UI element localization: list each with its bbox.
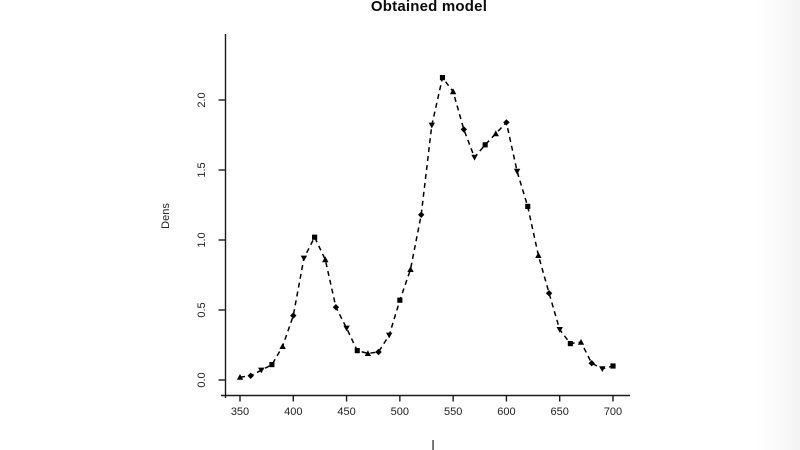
data-point-marker — [354, 348, 360, 354]
data-point-marker — [482, 142, 488, 148]
data-point-marker — [439, 75, 445, 81]
y-tick-label: 0.5 — [196, 302, 208, 317]
data-point-marker — [535, 252, 542, 258]
data-point-marker — [375, 348, 382, 356]
data-point-marker — [312, 234, 318, 240]
x-tick-label: 700 — [604, 406, 622, 418]
y-tick-label: 1.0 — [196, 232, 208, 247]
x-tick-label: 350 — [231, 406, 249, 418]
y-tick-label: 1.5 — [196, 162, 208, 177]
data-point-marker — [577, 339, 585, 345]
data-point-marker — [525, 203, 531, 209]
x-tick-label: 450 — [337, 406, 355, 418]
x-tick-label: 400 — [284, 406, 302, 418]
y-tick-label: 2.0 — [196, 92, 208, 107]
data-point-marker — [599, 366, 606, 372]
data-point-marker — [364, 350, 372, 356]
data-point-marker — [513, 168, 521, 175]
x-tick-label: 500 — [391, 406, 409, 418]
data-point-marker — [556, 327, 563, 333]
chart-title: Obtained model — [370, 0, 488, 15]
data-point-marker — [322, 256, 329, 263]
data-point-marker — [610, 363, 616, 369]
data-point-marker — [236, 374, 244, 380]
x-axis-label: l — [431, 437, 435, 450]
data-point-marker — [279, 343, 286, 349]
data-point-marker — [258, 367, 265, 374]
data-point-marker — [418, 211, 425, 218]
data-point-marker — [449, 88, 457, 95]
y-axis-label: Dens — [160, 203, 172, 229]
data-point-marker — [428, 122, 435, 129]
data-point-marker — [290, 312, 297, 319]
data-point-marker — [343, 325, 350, 332]
x-tick-label: 650 — [551, 406, 569, 418]
data-point-marker — [503, 119, 510, 126]
y-tick-label: 0.0 — [196, 372, 208, 387]
data-point-marker — [332, 304, 340, 311]
data-point-marker — [300, 255, 308, 262]
data-point-marker — [460, 126, 467, 133]
data-point-marker — [545, 290, 553, 297]
data-point-marker — [567, 341, 573, 347]
data-point-marker — [407, 266, 414, 272]
data-point-marker — [588, 360, 595, 367]
x-tick-label: 550 — [444, 406, 462, 418]
data-point-marker — [247, 372, 254, 379]
data-point-marker — [269, 362, 275, 368]
data-point-marker — [397, 297, 403, 303]
data-point-marker — [386, 332, 393, 339]
model-curve — [239, 76, 614, 378]
data-point-marker — [492, 130, 499, 137]
x-tick-label: 600 — [497, 406, 515, 418]
data-point-marker — [471, 154, 478, 161]
